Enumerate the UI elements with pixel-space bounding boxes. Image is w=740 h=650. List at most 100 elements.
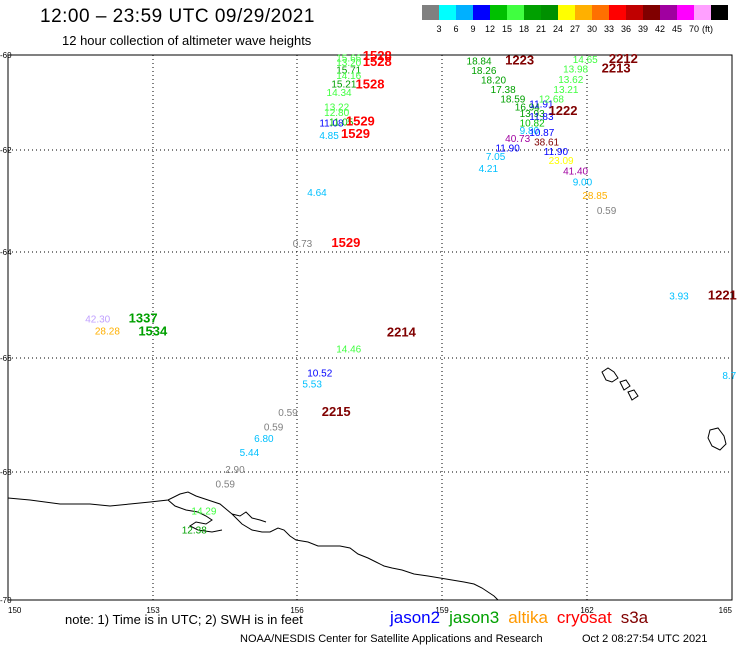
map-subtitle: 12 hour collection of altimeter wave hei… bbox=[62, 33, 312, 48]
credit-text: NOAA/NESDIS Center for Satellite Applica… bbox=[240, 633, 543, 645]
lon-tick-label: 165 bbox=[719, 606, 733, 615]
legend-jason2: jason2 bbox=[390, 608, 441, 627]
legend-altika: altika bbox=[508, 608, 548, 627]
wave-height-value: 13.93 bbox=[520, 109, 545, 120]
wave-height-value: 8.7 bbox=[722, 371, 736, 382]
wave-height-value: 10.87 bbox=[529, 128, 554, 139]
lat-tick-label: -64 bbox=[0, 248, 12, 257]
wave-height-value: 15.66 bbox=[336, 53, 361, 64]
wave-height-value: 0.59 bbox=[216, 480, 236, 491]
wave-height-value: 13.22 bbox=[324, 102, 349, 113]
scale-label: 24 bbox=[552, 24, 563, 34]
wave-height-value: 0.59 bbox=[278, 408, 298, 419]
pass-time-label: 1223 bbox=[505, 53, 534, 68]
scale-label: 45 bbox=[671, 24, 682, 34]
wave-height-value: 28.85 bbox=[582, 191, 607, 202]
scale-swatch bbox=[456, 5, 473, 20]
coastline-antarctica bbox=[7, 491, 499, 601]
wave-height-value: 6.80 bbox=[254, 434, 274, 445]
scale-label: 39 bbox=[637, 24, 648, 34]
scale-swatch bbox=[677, 5, 694, 20]
pass-time-label: 2213 bbox=[602, 60, 631, 75]
wave-height-value: 13.20 bbox=[336, 58, 361, 69]
scale-unit: (ft) bbox=[702, 24, 713, 34]
wave-height-value: 28.28 bbox=[95, 326, 120, 337]
wave-height-value: 11.08 bbox=[319, 118, 344, 129]
wave-height-value: 4.64 bbox=[307, 188, 327, 199]
pass-time-label: 1528 bbox=[363, 48, 392, 63]
wave-height-value: 7.05 bbox=[486, 152, 506, 163]
scale-label: 21 bbox=[535, 24, 546, 34]
scale-label: 18 bbox=[518, 24, 529, 34]
legend-cryosat: cryosat bbox=[556, 608, 612, 627]
scale-swatch bbox=[439, 5, 456, 20]
scale-swatch bbox=[490, 5, 507, 20]
coastline-cove bbox=[231, 511, 267, 523]
scale-label: 3 bbox=[436, 24, 442, 34]
lat-tick-label: -66 bbox=[0, 354, 12, 363]
wave-height-value: 12.68 bbox=[539, 95, 564, 106]
wave-height-value: 38.61 bbox=[534, 137, 559, 148]
wave-height-value: 11.91 bbox=[529, 99, 554, 110]
wave-height-value: 9.00 bbox=[573, 178, 593, 189]
scale-label: 27 bbox=[569, 24, 580, 34]
scale-label: 15 bbox=[501, 24, 512, 34]
wave-height-value: 15.21 bbox=[331, 80, 356, 91]
wave-height-value: 10.82 bbox=[520, 118, 545, 129]
wave-height-value: 13.98 bbox=[563, 64, 588, 75]
generated-date: Oct 2 08:27:54 UTC 2021 bbox=[582, 633, 708, 645]
wave-height-value: 0.59 bbox=[597, 206, 617, 217]
scale-label: 30 bbox=[586, 24, 597, 34]
island-3 bbox=[627, 389, 639, 401]
wave-height-value: 40.73 bbox=[505, 134, 530, 145]
wave-height-value: 14.34 bbox=[327, 88, 352, 99]
scale-swatch bbox=[507, 5, 524, 20]
lon-tick-label: 162 bbox=[580, 606, 594, 615]
wave-height-value: 2.90 bbox=[225, 465, 245, 476]
wave-height-value: 18.20 bbox=[481, 76, 506, 87]
scale-swatch bbox=[711, 5, 728, 20]
scale-swatch bbox=[609, 5, 626, 20]
wave-height-value: 17.38 bbox=[491, 85, 516, 96]
axis-tick-labels: 150 153 156 159 162 165 -60 -62 -64 -66 -68 -70 bbox=[0, 51, 733, 615]
wave-height-value: 18.59 bbox=[500, 95, 525, 106]
wave-height-value: 10.52 bbox=[307, 368, 332, 379]
pass-time-label: 1529 bbox=[341, 126, 370, 141]
wave-height-value: 13.62 bbox=[558, 75, 583, 86]
wave-height-value: 18.84 bbox=[467, 57, 492, 68]
scale-swatch bbox=[541, 5, 558, 20]
grid-lines bbox=[8, 55, 732, 600]
wave-height-value: 11.90 bbox=[495, 144, 520, 155]
wave-height-value: 18.26 bbox=[471, 66, 496, 77]
lon-tick-label: 153 bbox=[146, 606, 160, 615]
wave-height-value: 5.44 bbox=[240, 448, 260, 459]
lon-tick-label: 159 bbox=[435, 606, 449, 615]
scale-swatch bbox=[643, 5, 660, 20]
wave-height-value: 14.65 bbox=[573, 55, 598, 66]
wave-height-value: 13.21 bbox=[553, 85, 578, 96]
island-4 bbox=[707, 427, 727, 451]
scale-label: 6 bbox=[453, 24, 459, 34]
pass-time-labels: 1528152815281529152915291223122222122213… bbox=[129, 48, 737, 419]
pass-time-label: 2214 bbox=[387, 325, 417, 340]
wave-height-value: 11.83 bbox=[529, 112, 554, 123]
scale-swatch bbox=[473, 5, 490, 20]
pass-time-label: 1528 bbox=[356, 76, 385, 91]
wave-height-value: 0.59 bbox=[264, 422, 284, 433]
scale-swatch bbox=[660, 5, 677, 20]
wave-height-value: 12.38 bbox=[182, 526, 207, 537]
satellite-legend: jason2 jason3 altika cryosat s3a bbox=[390, 608, 657, 628]
scale-swatch bbox=[524, 5, 541, 20]
wave-height-value: 3.93 bbox=[669, 291, 689, 302]
scale-swatch bbox=[626, 5, 643, 20]
coastline-inlet bbox=[167, 499, 223, 533]
wave-height-value: 4.85 bbox=[319, 131, 339, 142]
pass-time-label: 1529 bbox=[346, 114, 375, 129]
scale-label: 42 bbox=[654, 24, 665, 34]
scale-label: 33 bbox=[603, 24, 614, 34]
wave-height-value: 16.94 bbox=[515, 102, 540, 113]
wave-height-value: 11.05 bbox=[329, 118, 354, 129]
lat-tick-label: -68 bbox=[0, 468, 12, 477]
wave-height-value: 14.46 bbox=[336, 344, 361, 355]
